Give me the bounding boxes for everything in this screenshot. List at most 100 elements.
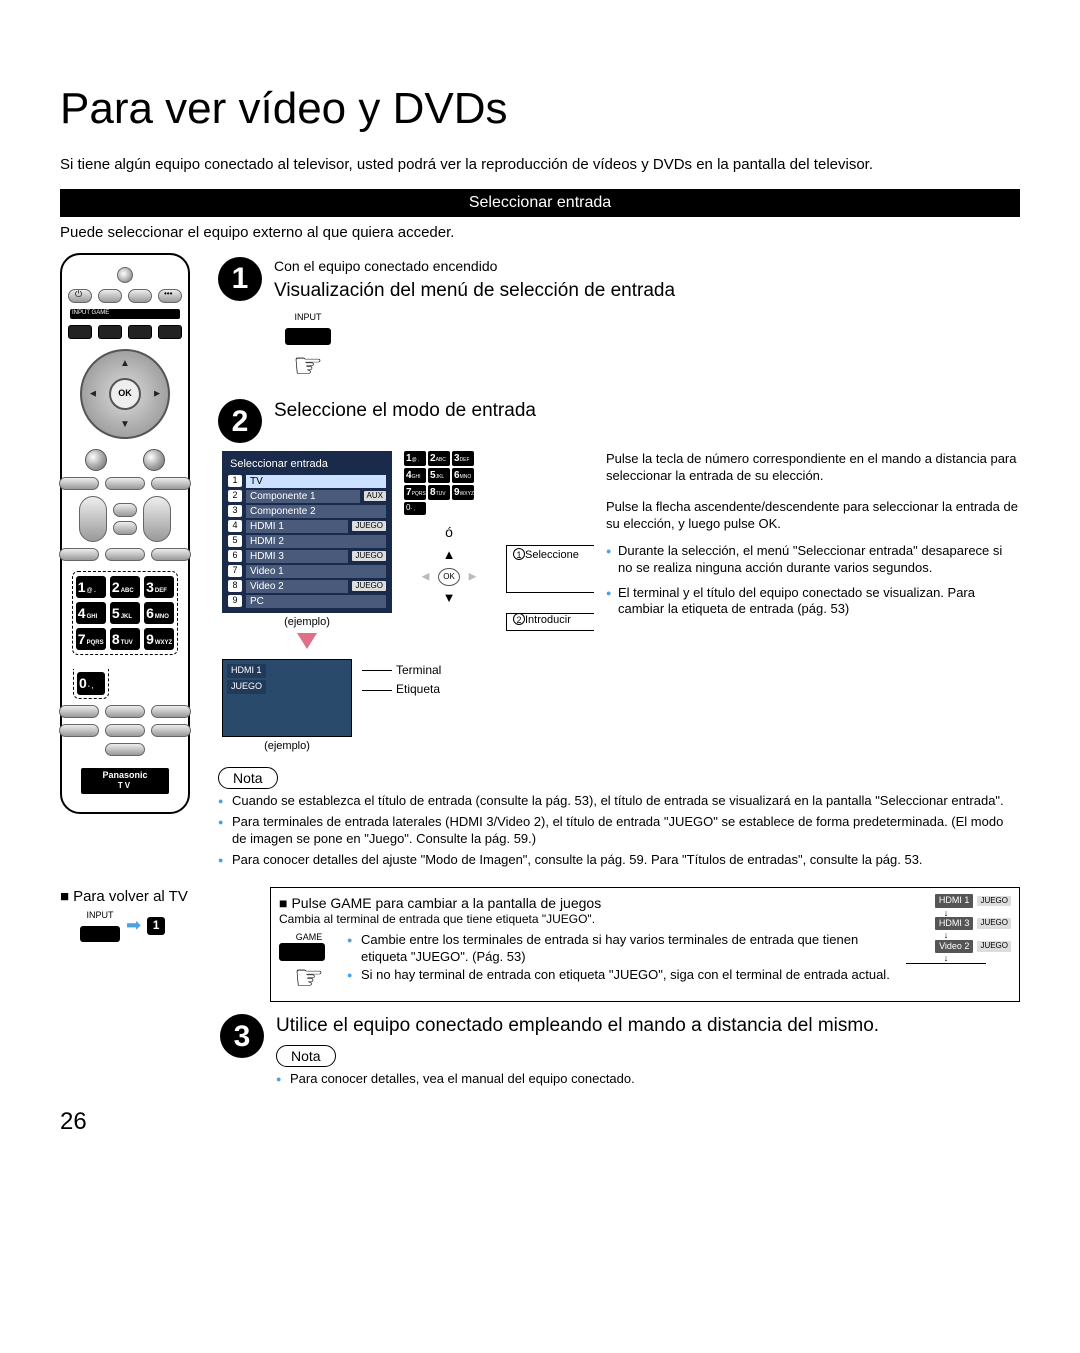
remote-button[interactable] — [128, 289, 152, 303]
menu-row: 6HDMI 3JUEGO — [226, 549, 388, 564]
remote-button[interactable] — [105, 548, 145, 561]
remote-control: ⏻ ••• INPUT GAME OK ▲ ▼ ◄ ► — [60, 253, 190, 814]
remote-key-4[interactable]: 4GHI — [76, 602, 106, 624]
game-button-figure: GAME ☞ — [279, 932, 339, 995]
seleccione-label: Seleccione — [525, 549, 579, 561]
game-note-item: Si no hay terminal de entrada con etique… — [347, 967, 1011, 984]
section-header: Seleccionar entrada — [60, 189, 1020, 218]
note-item: Para terminales de entrada laterales (HD… — [218, 814, 1020, 848]
remote-dpad[interactable]: OK ▲ ▼ ◄ ► — [80, 349, 170, 439]
remote-power-button[interactable]: ⏻ — [68, 289, 92, 303]
note-terminal-title: El terminal y el título del equipo conec… — [606, 585, 1020, 619]
input-button-mini — [80, 926, 120, 942]
step-number-2: 2 — [218, 399, 262, 443]
remote-button[interactable] — [158, 325, 182, 339]
menu-row: 8Video 2JUEGO — [226, 579, 388, 594]
remote-ok-button[interactable]: OK — [109, 378, 141, 410]
remote-button[interactable] — [98, 289, 122, 303]
remote-button[interactable] — [105, 743, 145, 756]
note-item: Para conocer detalles del ajuste "Modo d… — [218, 852, 1020, 869]
down-arrow-icon: ↓ — [881, 910, 1011, 917]
remote-button[interactable] — [113, 521, 137, 535]
input-menu-title: Seleccionar entrada — [226, 455, 388, 473]
remote-input-label: INPUT GAME — [72, 310, 109, 318]
step-number-3: 3 — [220, 1014, 264, 1058]
remote-button[interactable] — [105, 724, 145, 737]
remote-right[interactable]: ► — [152, 387, 162, 400]
remote-left[interactable]: ◄ — [88, 387, 98, 400]
remote-button[interactable] — [59, 548, 99, 561]
remote-game-button[interactable] — [98, 325, 122, 339]
hand-icon: ☞ — [279, 961, 339, 995]
remote-button[interactable] — [105, 705, 145, 718]
remote-button[interactable] — [59, 705, 99, 718]
remote-button[interactable] — [151, 724, 191, 737]
step-number-1: 1 — [218, 257, 262, 301]
nota-heading-3: Nota — [276, 1045, 336, 1067]
note-numberkey: Pulse la tecla de número correspondiente… — [606, 451, 1020, 485]
step1-pre: Con el equipo conectado encendido — [274, 257, 675, 275]
return-tv-section: Para volver al TV INPUT ➡ 1 — [60, 887, 240, 942]
menu-row: 1TV — [226, 474, 388, 489]
remote-key-1[interactable]: 1@ . — [76, 576, 106, 598]
hand-icon: ☞ — [293, 349, 323, 383]
remote-button[interactable] — [85, 449, 107, 471]
remote-button[interactable]: ••• — [158, 289, 182, 303]
remote-key-6[interactable]: 6MNO — [144, 602, 174, 624]
mini-key: 1@ . — [404, 451, 426, 466]
remote-led — [117, 267, 133, 283]
remote-button[interactable] — [59, 477, 99, 490]
remote-input-button[interactable] — [68, 325, 92, 339]
arrow-control: OK ▲ ▼ ◄ ► — [421, 549, 477, 605]
input-button-icon — [285, 328, 331, 346]
menu-row: 4HDMI 1JUEGO — [226, 519, 388, 534]
step2-title: Seleccione el modo de entrada — [274, 399, 536, 424]
remote-button[interactable] — [113, 503, 137, 517]
game-section: HDMI 1JUEGO↓HDMI 3JUEGO↓Video 2JUEGO↓ Pu… — [270, 887, 1020, 1002]
terminal-label: Terminal — [396, 663, 441, 679]
remote-key-5[interactable]: 5JKL — [110, 602, 140, 624]
down-arrow-icon — [297, 633, 317, 649]
remote-key-0[interactable]: 0- , — [77, 672, 105, 694]
remote-button[interactable] — [151, 477, 191, 490]
input-button-figure: INPUT ☞ — [276, 312, 340, 383]
remote-button[interactable] — [151, 705, 191, 718]
remote-button[interactable] — [105, 477, 145, 490]
example-screen: HDMI 1 JUEGO — [222, 659, 352, 737]
content-column: 1 Con el equipo conectado encendido Visu… — [218, 253, 1020, 873]
remote-key-2[interactable]: 2ABC — [110, 576, 140, 598]
remote-volume[interactable] — [79, 496, 107, 542]
step1-title: Visualización del menú de selección de e… — [274, 279, 675, 304]
mini-key: 2ABC — [428, 451, 450, 466]
menu-row: 3Componente 2 — [226, 504, 388, 519]
mini-key: 8TUV — [428, 485, 450, 500]
notes-list: Cuando se establezca el título de entrad… — [218, 793, 1020, 869]
remote-button[interactable] — [59, 724, 99, 737]
mini-key: 3DEF — [452, 451, 474, 466]
remote-button[interactable] — [143, 449, 165, 471]
example-etiqueta-label: JUEGO — [227, 680, 266, 694]
etiqueta-label: Etiqueta — [396, 682, 440, 698]
remote-keypad: 1@ .2ABC3DEF 4GHI5JKL6MNO 7PQRS8TUV9WXYZ — [76, 576, 174, 651]
mini-keypad: 1@ .2ABC3DEF4GHI5JKL6MNO7PQRS8TUV9WXYZ — [404, 451, 494, 500]
remote-key-7[interactable]: 7PQRS — [76, 628, 106, 650]
section-subline: Puede seleccionar el equipo externo al q… — [60, 223, 1020, 243]
step3-title: Utilice el equipo conectado empleando el… — [276, 1014, 1020, 1039]
mini-key: 5JKL — [428, 468, 450, 483]
remote-key-9[interactable]: 9WXYZ — [144, 628, 174, 650]
menu-row: 7Video 1 — [226, 564, 388, 579]
note-arrowkey: Pulse la flecha ascendente/descendente p… — [606, 499, 1020, 533]
introducir-label: Introducir — [525, 614, 571, 626]
step3-note: Para conocer detalles, vea el manual del… — [276, 1071, 1020, 1088]
remote-button[interactable] — [128, 325, 152, 339]
remote-button[interactable] — [151, 548, 191, 561]
example-terminal-label: HDMI 1 — [227, 664, 266, 678]
menu-row: 2Componente 1AUX — [226, 489, 388, 504]
remote-down[interactable]: ▼ — [120, 418, 130, 431]
mini-key: 7PQRS — [404, 485, 426, 500]
remote-key-3[interactable]: 3DEF — [144, 576, 174, 598]
remote-column: ⏻ ••• INPUT GAME OK ▲ ▼ ◄ ► — [60, 253, 200, 873]
remote-channel[interactable] — [143, 496, 171, 542]
remote-up[interactable]: ▲ — [120, 357, 130, 370]
remote-key-8[interactable]: 8TUV — [110, 628, 140, 650]
